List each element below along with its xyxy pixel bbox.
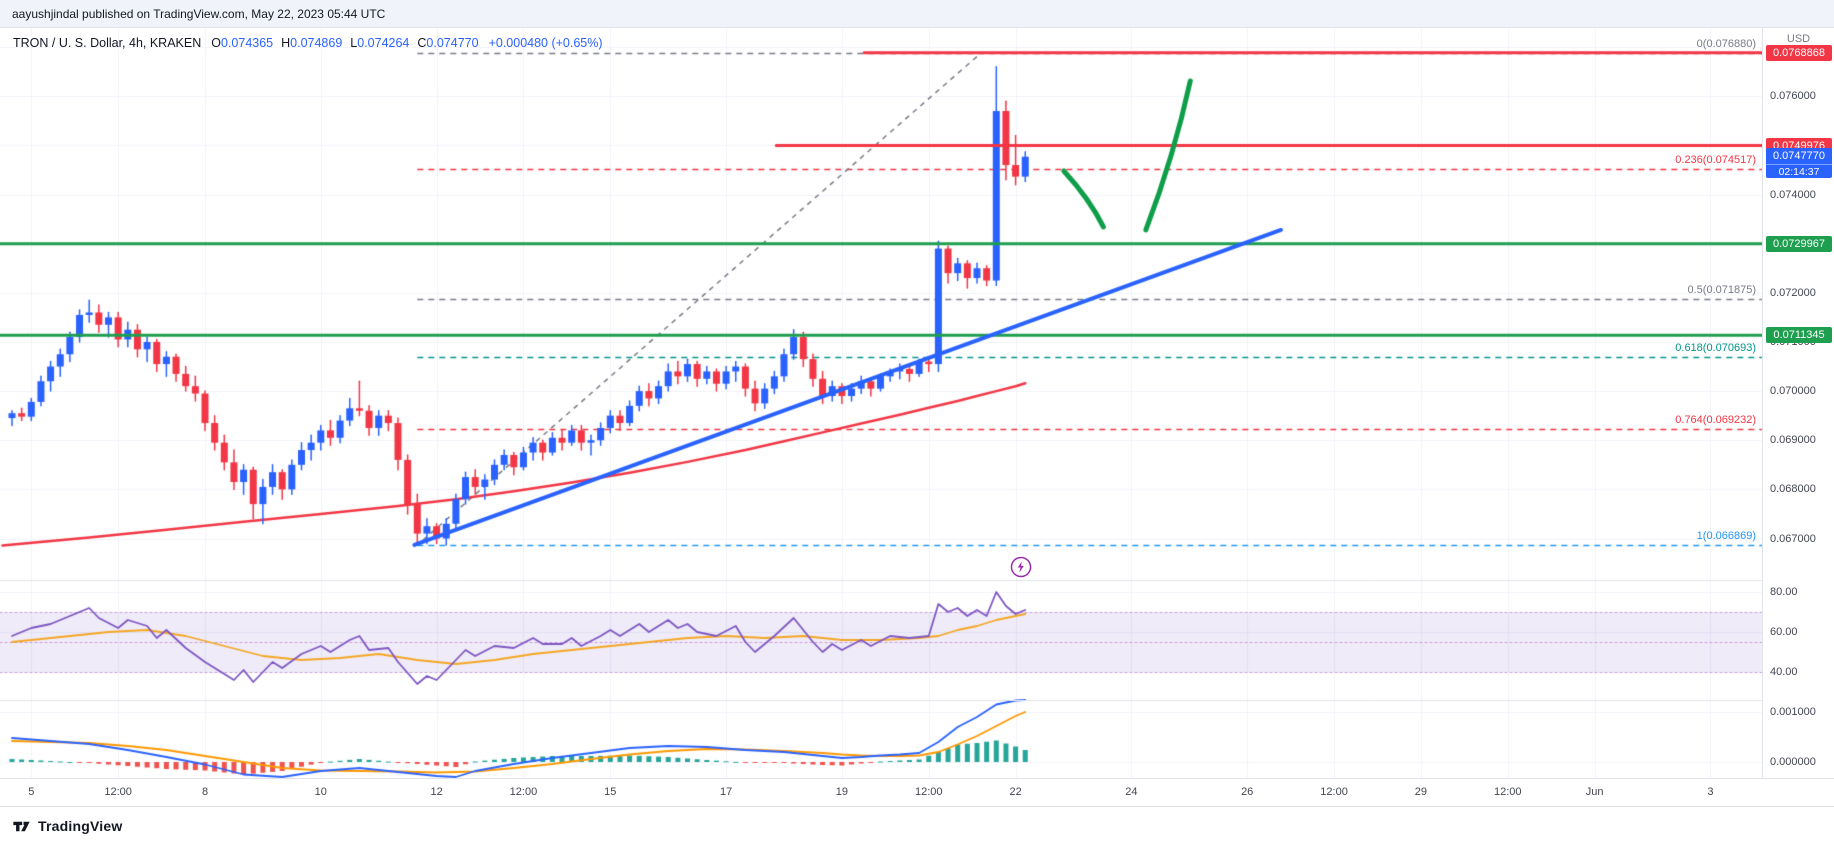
time-axis[interactable]: 5 12:00 8 10 12 12:00 15 17 19 12:00 22 24 26 12:00 29…: [0, 778, 1834, 806]
bar-close-countdown: 02:14:37: [1766, 164, 1832, 178]
tradingview-logo-icon: [13, 821, 30, 831]
rsi-axis-tick: 60.00: [1770, 626, 1798, 638]
price-axis-tick: 0.070000: [1770, 385, 1816, 398]
price-axis-tick: 0.068000: [1770, 483, 1816, 496]
rsi-axis-tick: 40.00: [1770, 666, 1798, 678]
price-axis[interactable]: USD 0.0760000.0740000.0720000.0710000.07…: [1762, 28, 1834, 806]
ohlc-c: C0.074770: [417, 36, 479, 50]
time-axis-tick: 3: [1707, 786, 1714, 798]
time-axis-tick: Jun: [1585, 786, 1604, 798]
time-axis-tick: 12:00: [914, 786, 943, 798]
time-axis-tick: 26: [1241, 786, 1254, 798]
ohlc-h: H0.074869: [281, 36, 343, 50]
chart-legend: TRON / U. S. Dollar, 4h, KRAKEN O0.07436…: [13, 36, 603, 50]
price-axis-tick: 0.072000: [1770, 286, 1816, 299]
time-axis-tick: 12:00: [1320, 786, 1348, 798]
time-axis-tick: 12: [430, 786, 443, 798]
price-axis-tick: 0.076000: [1770, 90, 1816, 103]
lightning-bolt-icon: [1011, 556, 1032, 578]
price-line-badge: 0.0768868: [1766, 44, 1832, 61]
time-axis-tick: 19: [835, 786, 849, 798]
last-price-badge: 0.0747770 02:14:37: [1766, 148, 1832, 179]
macd-axis-tick: 0.001000: [1770, 706, 1816, 718]
ohlc-l: L0.074264: [350, 36, 410, 50]
time-axis-tick: 8: [201, 786, 209, 798]
ohlc-values: O0.074365 H0.074869 L0.074264 C0.074770: [211, 36, 478, 50]
badge-price-value: 0.0729967: [1773, 237, 1825, 250]
time-axis-tick: 12:00: [1493, 786, 1522, 798]
ohlc-o: O0.074365: [211, 36, 274, 50]
axis-currency-label: USD: [1786, 33, 1811, 45]
price-axis-tick: 0.069000: [1770, 434, 1816, 447]
badge-price-value: 0.0711345: [1773, 329, 1825, 342]
tradingview-logo[interactable]: TradingView: [12, 817, 122, 836]
price-axis-tick: 0.067000: [1770, 532, 1816, 545]
tradingview-wordmark: TradingView: [38, 818, 123, 834]
price-line-badge: 0.0711345: [1766, 327, 1832, 344]
attribution-text: aayushjindal published on TradingView.co…: [12, 6, 386, 21]
time-axis-tick: 5: [28, 786, 35, 798]
time-axis-tick: 10: [314, 786, 327, 798]
time-axis-tick: 24: [1125, 786, 1138, 798]
price-line-badge: 0.0729967: [1766, 235, 1832, 252]
price-axis-tick: 0.074000: [1770, 188, 1816, 201]
price-change: +0.000480 (+0.65%): [488, 36, 603, 50]
symbol-title: TRON / U. S. Dollar, 4h, KRAKEN: [13, 36, 202, 50]
macd-axis-tick: 0.000000: [1770, 756, 1816, 768]
badge-price-value: 0.0768868: [1773, 46, 1825, 59]
badge-price-value: 0.0747770: [1773, 150, 1825, 163]
time-axis-tick: 12:00: [509, 786, 538, 798]
flash-circle-icon[interactable]: [1010, 556, 1032, 578]
time-axis-tick: 12:00: [104, 786, 132, 798]
attribution-bar: aayushjindal published on TradingView.co…: [0, 0, 1834, 28]
time-axis-tick: 22: [1009, 786, 1022, 798]
footer-bar: TradingView: [0, 806, 1834, 845]
rsi-axis-tick: 80.00: [1770, 586, 1798, 598]
time-axis-tick: 17: [719, 786, 733, 798]
time-axis-tick: 15: [604, 786, 617, 798]
time-axis-tick: 29: [1414, 786, 1428, 798]
